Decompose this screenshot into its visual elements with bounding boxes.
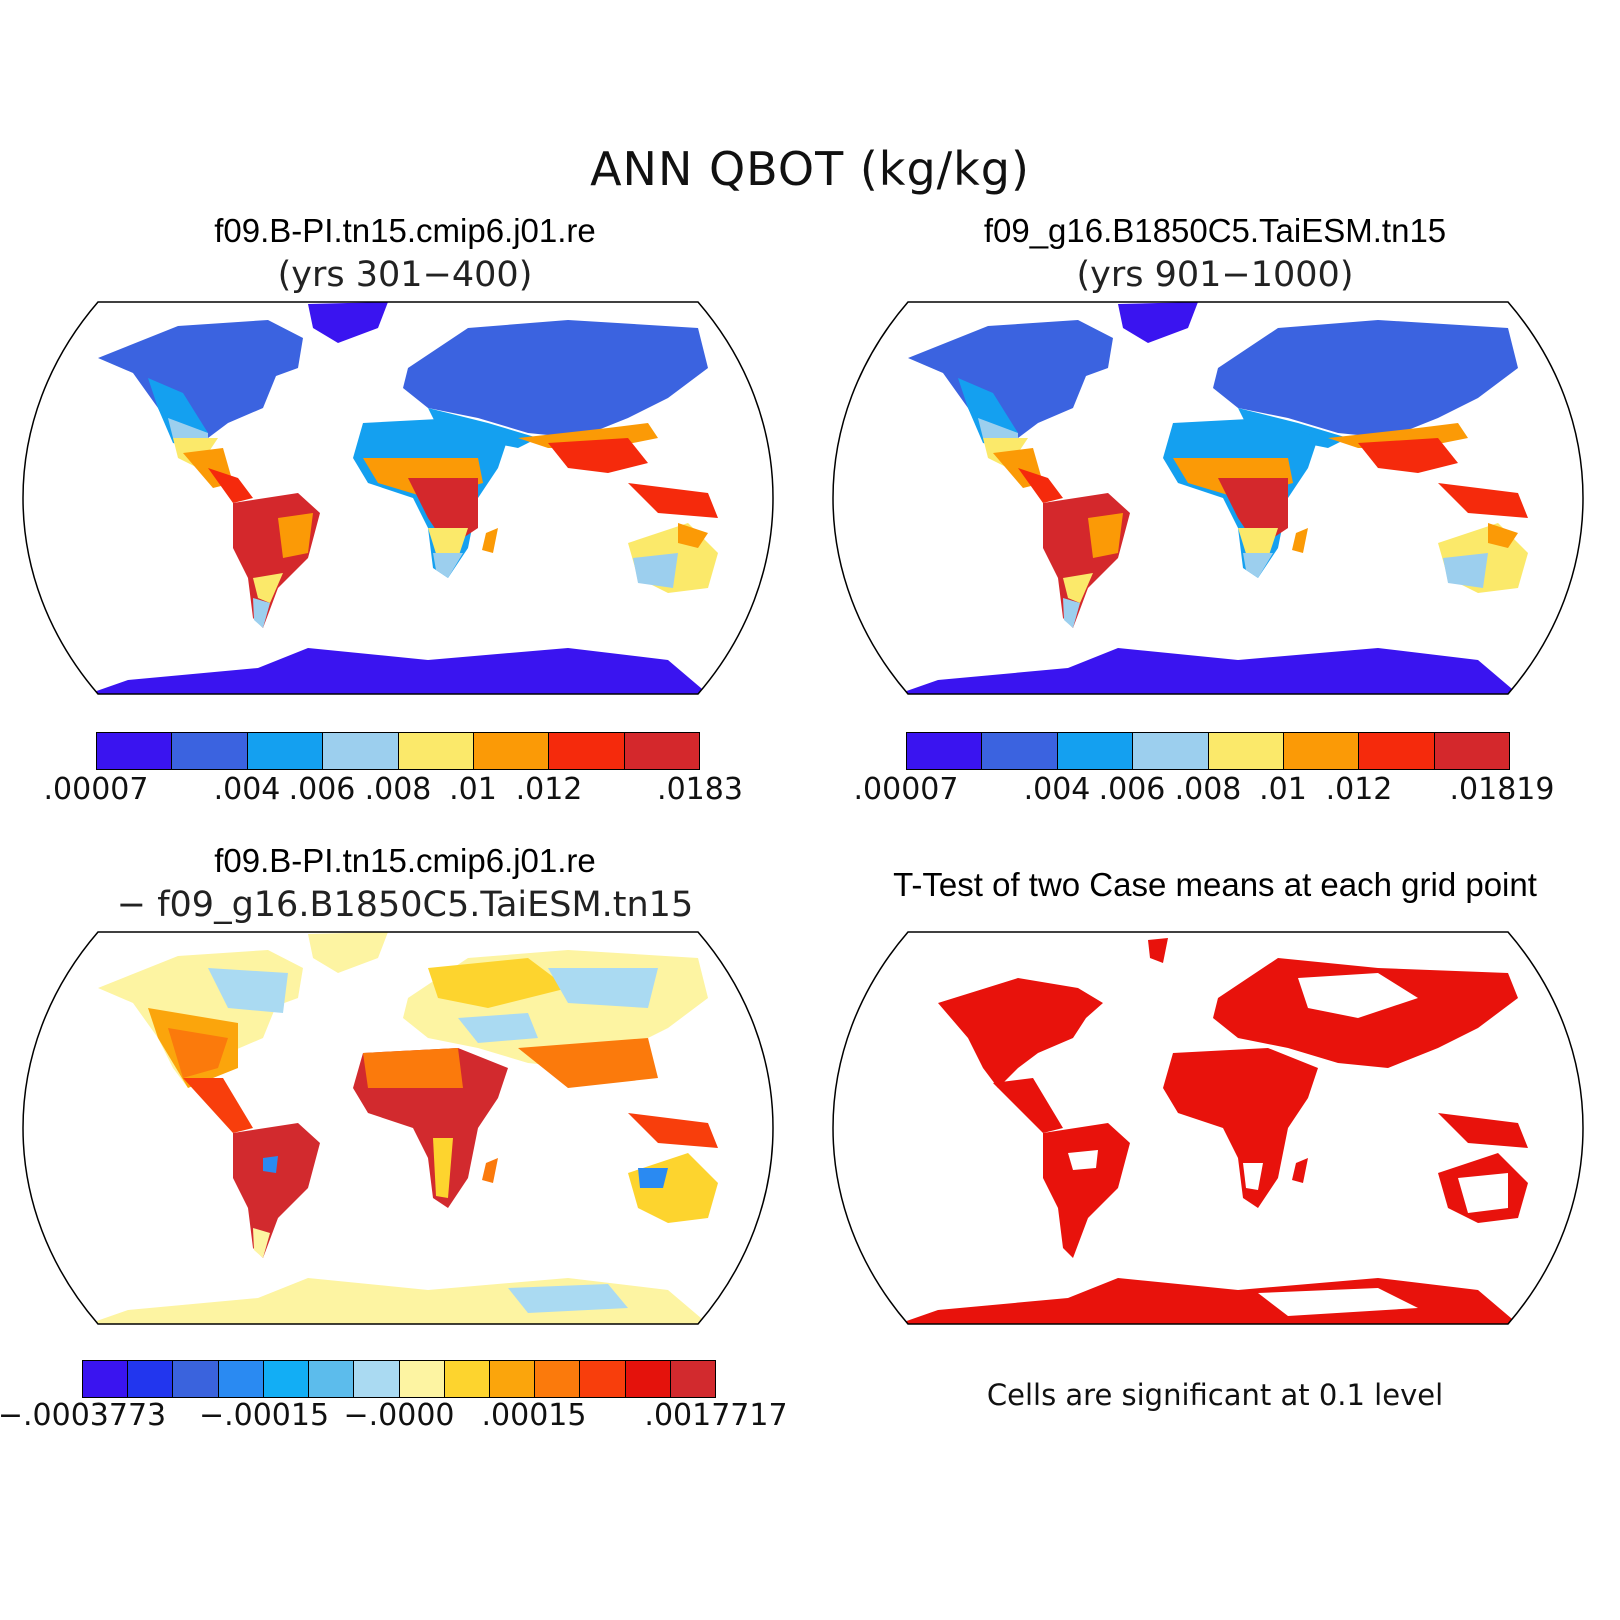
colorbar-diff-tick: .0017717 <box>644 1398 788 1433</box>
colorbar-diff-seg-11 <box>580 1361 626 1397</box>
colorbar-diff <box>82 1360 716 1398</box>
colorbar-diff-seg-12 <box>625 1361 671 1397</box>
colorbar-case2-tick: .01 <box>1259 772 1307 807</box>
figure-title: ANN QBOT (kg/kg) <box>590 142 1030 196</box>
colorbar-diff-seg-7 <box>399 1361 445 1397</box>
map-border-diff <box>22 931 774 1325</box>
colorbar-case2 <box>906 732 1510 770</box>
map-border-case1 <box>22 301 774 695</box>
colorbar-case1-seg-7 <box>624 733 699 769</box>
colorbar-case1-seg-6 <box>549 733 625 769</box>
colorbar-case2-tick: .004 <box>1023 772 1091 807</box>
colorbar-diff-seg-10 <box>535 1361 581 1397</box>
colorbar-case2-tick: .006 <box>1098 772 1166 807</box>
continents-case2 <box>898 302 1528 694</box>
colorbar-diff-seg-6 <box>354 1361 400 1397</box>
colorbar-case2-tick: .00007 <box>853 772 959 807</box>
colorbar-case1-seg-1 <box>172 733 248 769</box>
colorbar-case1-seg-2 <box>247 733 324 769</box>
significance-note: Cells are significant at 0.1 level <box>986 1378 1444 1412</box>
colorbar-case1-seg-3 <box>323 733 399 769</box>
panel-diff-subtitle: − f09_g16.B1850C5.TaiESM.tn15 <box>116 885 694 925</box>
colorbar-case1 <box>96 732 700 770</box>
colorbar-diff-seg-13 <box>670 1361 716 1397</box>
colorbar-case2-seg-6 <box>1359 733 1435 769</box>
colorbar-case2-seg-2 <box>1057 733 1134 769</box>
colorbar-case1-tick: .01 <box>449 772 497 807</box>
colorbar-case1-tick: .006 <box>288 772 356 807</box>
colorbar-diff-seg-3 <box>218 1361 264 1397</box>
colorbar-diff-seg-2 <box>173 1361 219 1397</box>
colorbar-case2-ticks: .00007 .004 .006 .008 .01 .012 .01819 <box>810 772 1620 812</box>
nonsignificant-areas <box>1068 973 1508 1316</box>
colorbar-diff-seg-5 <box>309 1361 355 1397</box>
colorbar-case1-tick: .012 <box>515 772 583 807</box>
colorbar-case2-seg-0 <box>907 733 983 769</box>
colorbar-case2-tick: .01819 <box>1449 772 1555 807</box>
colorbar-diff-tick: −.00015 <box>198 1398 330 1433</box>
panel-diff-title: f09.B-PI.tn15.cmip6.j01.re <box>214 842 596 879</box>
map-diff <box>22 931 774 1325</box>
colorbar-case1-seg-0 <box>97 733 173 769</box>
continents-case1 <box>88 302 718 694</box>
colorbar-diff-ticks: −.0003773 −.00015 −.0000 .00015 .0017717 <box>0 1398 810 1438</box>
map-case2 <box>832 301 1584 695</box>
continents-ttest <box>898 938 1528 1324</box>
colorbar-case2-tick: .008 <box>1174 772 1242 807</box>
colorbar-diff-tick: .00015 <box>481 1398 587 1433</box>
panel-case1-title: f09.B-PI.tn15.cmip6.j01.re <box>214 212 596 249</box>
colorbar-diff-seg-9 <box>489 1361 536 1397</box>
colorbar-case2-seg-1 <box>982 733 1058 769</box>
colorbar-diff-seg-0 <box>83 1361 129 1397</box>
continents-diff <box>88 932 718 1324</box>
panel-case2-title: f09_g16.B1850C5.TaiESM.tn15 <box>983 212 1447 249</box>
colorbar-case2-seg-7 <box>1434 733 1509 769</box>
map-border-ttest <box>832 931 1584 1325</box>
colorbar-case1-ticks: .00007 .004 .006 .008 .01 .012 .0183 <box>0 772 810 812</box>
colorbar-case1-seg-5 <box>473 733 550 769</box>
map-case1 <box>22 301 774 695</box>
colorbar-diff-seg-8 <box>444 1361 490 1397</box>
colorbar-case2-tick: .012 <box>1325 772 1393 807</box>
panel-case2-subtitle: (yrs 901−1000) <box>1076 255 1354 295</box>
panel-ttest-title: T-Test of two Case means at each grid po… <box>893 866 1537 903</box>
colorbar-diff-tick: −.0000 <box>343 1398 455 1433</box>
colorbar-case1-tick: .00007 <box>43 772 149 807</box>
map-border-case2 <box>832 301 1584 695</box>
colorbar-case2-seg-4 <box>1208 733 1284 769</box>
panel-case1-subtitle: (yrs 301−400) <box>277 255 533 295</box>
colorbar-case2-seg-3 <box>1133 733 1209 769</box>
colorbar-case1-tick: .004 <box>213 772 281 807</box>
colorbar-case1-tick: .0183 <box>657 772 743 807</box>
colorbar-diff-seg-1 <box>128 1361 174 1397</box>
colorbar-case1-tick: .008 <box>364 772 432 807</box>
colorbar-case1-seg-4 <box>398 733 474 769</box>
colorbar-diff-seg-4 <box>263 1361 310 1397</box>
colorbar-case2-seg-5 <box>1283 733 1360 769</box>
colorbar-diff-tick: −.0003773 <box>0 1398 167 1433</box>
map-ttest <box>832 931 1584 1325</box>
